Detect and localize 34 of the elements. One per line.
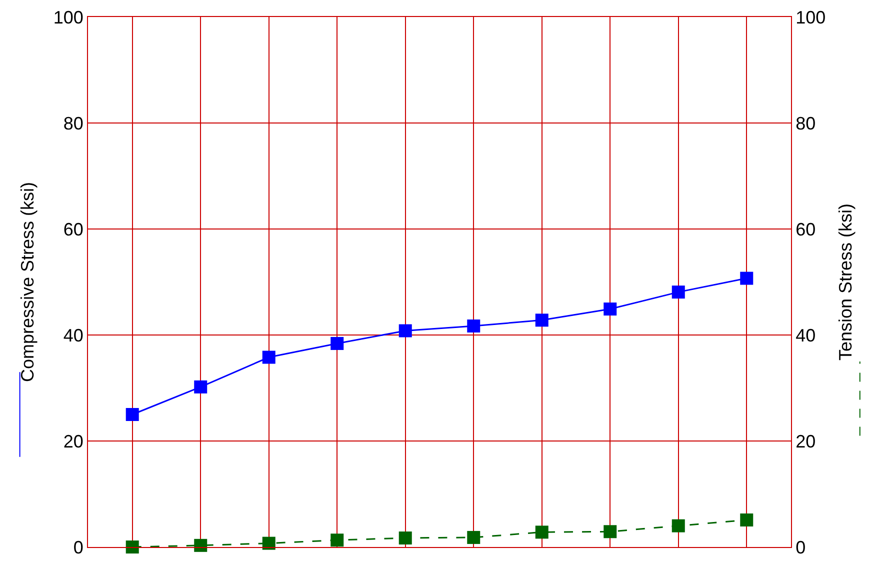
point bbox=[604, 525, 617, 538]
point bbox=[398, 531, 412, 544]
point bbox=[262, 350, 276, 364]
point bbox=[740, 272, 754, 285]
y-axis-title: Compressive Stress (ksi) bbox=[18, 182, 38, 382]
y-tick-label: 20 bbox=[63, 431, 84, 452]
point bbox=[535, 526, 548, 539]
point bbox=[398, 324, 412, 338]
y2-tick-label: 20 bbox=[796, 431, 816, 452]
point bbox=[126, 540, 139, 554]
point bbox=[535, 314, 548, 327]
y-tick-label: 0 bbox=[73, 537, 84, 558]
point bbox=[467, 530, 480, 544]
y2-axis-title: Tension Stress (ksi) bbox=[836, 203, 856, 361]
y-tick-label: 80 bbox=[63, 113, 84, 134]
point bbox=[604, 302, 617, 316]
y-tick-label: 40 bbox=[63, 325, 84, 346]
point bbox=[126, 408, 139, 421]
point bbox=[740, 513, 754, 526]
point bbox=[330, 534, 344, 547]
y2-tick-label: 40 bbox=[796, 325, 816, 346]
point bbox=[194, 380, 208, 394]
y-tick-label: 60 bbox=[63, 219, 84, 240]
point bbox=[262, 536, 276, 550]
point bbox=[467, 319, 480, 332]
point bbox=[330, 336, 344, 350]
y-tick-label: 100 bbox=[53, 7, 84, 28]
point bbox=[672, 519, 685, 532]
y2-tick-label: 60 bbox=[796, 219, 816, 240]
y2-tick-label: 80 bbox=[796, 113, 816, 134]
y2-tick-label: 0 bbox=[796, 537, 806, 558]
point bbox=[672, 286, 685, 299]
y2-tick-label: 100 bbox=[796, 7, 826, 28]
point bbox=[194, 538, 208, 552]
